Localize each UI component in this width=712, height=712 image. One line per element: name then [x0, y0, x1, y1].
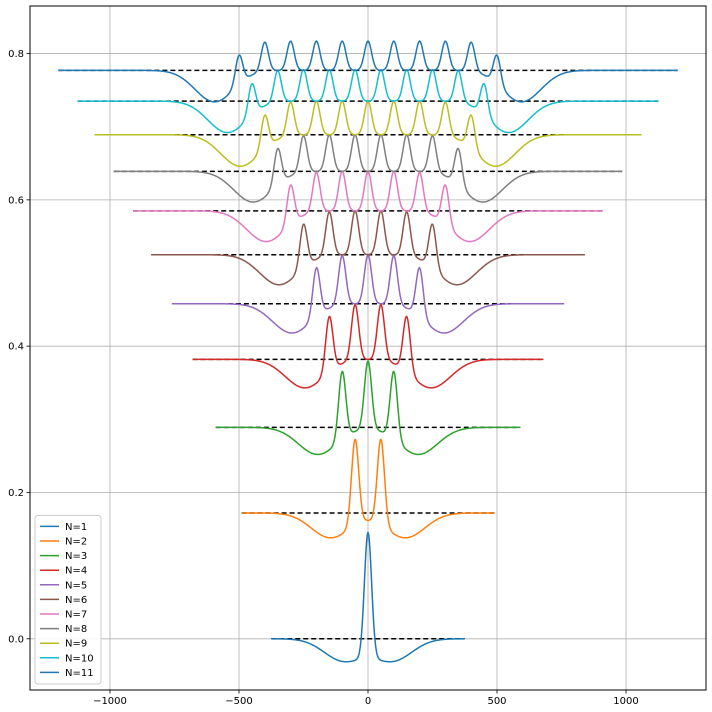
series-line — [77, 68, 659, 134]
y-tick-label: 0.6 — [8, 195, 24, 206]
legend-label: N=1 — [65, 522, 87, 533]
legend-box — [34, 514, 102, 685]
legend-label: N=2 — [65, 537, 87, 548]
legend: N=1 N=2 N=3 N=4 N=5 N=6 N=7 N=8 N=9 N=10 N=11 — [34, 514, 102, 685]
y-tick-label: 0.0 — [8, 634, 24, 645]
axis-ticks: −1000 −500 0 500 1000 0.0 0.2 0.4 0.6 0.8 — [8, 49, 639, 707]
legend-label: N=9 — [65, 639, 87, 650]
x-tick-label: 0 — [365, 696, 371, 707]
legend-label: N=10 — [65, 653, 94, 664]
legend-label: N=11 — [65, 668, 94, 679]
series-line — [215, 360, 521, 456]
x-tick-label: 500 — [487, 696, 506, 707]
legend-label: N=7 — [65, 610, 87, 621]
x-tick-label: 1000 — [613, 696, 638, 707]
x-tick-label: −1000 — [93, 696, 127, 707]
series-line — [271, 531, 465, 663]
series-line — [151, 209, 585, 286]
series-line — [241, 438, 495, 539]
legend-label: N=4 — [65, 566, 87, 577]
y-tick-label: 0.2 — [8, 488, 24, 499]
legend-label: N=3 — [65, 551, 87, 562]
series-line — [192, 303, 544, 389]
series-line — [58, 40, 678, 103]
legend-label: N=8 — [65, 624, 87, 635]
legend-label: N=6 — [65, 595, 87, 606]
x-tick-label: −500 — [225, 696, 252, 707]
series-line — [113, 133, 623, 203]
legend-label: N=5 — [65, 580, 87, 591]
y-tick-label: 0.4 — [8, 342, 24, 353]
series-lines — [58, 40, 678, 663]
y-tick-label: 0.8 — [8, 49, 24, 60]
